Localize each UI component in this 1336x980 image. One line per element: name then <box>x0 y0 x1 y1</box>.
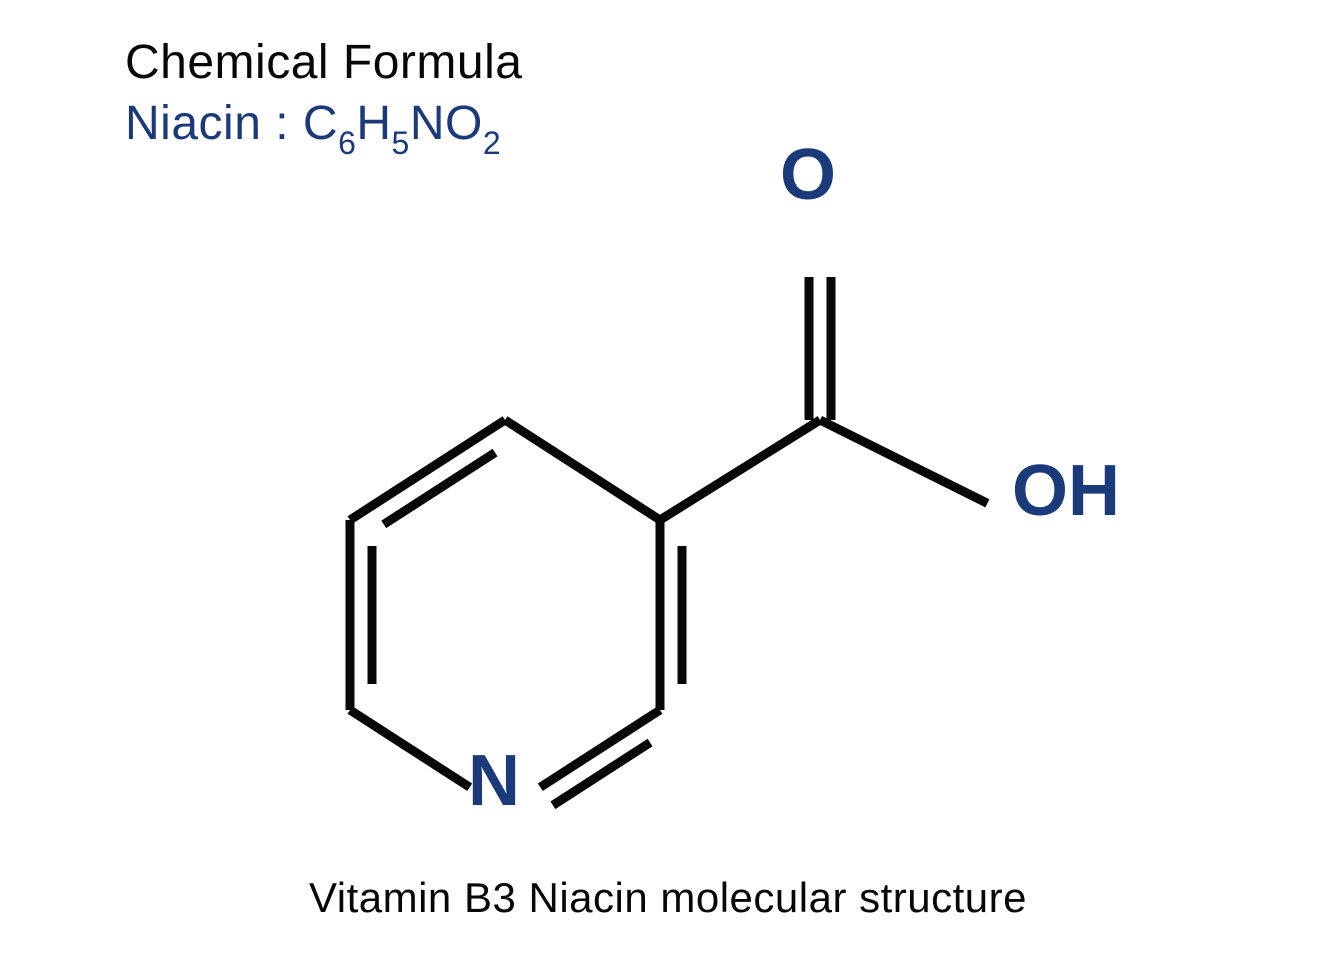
atom-label-n: N <box>468 740 520 822</box>
formula-separator: : <box>275 97 303 150</box>
molecular-structure-diagram: NOOH <box>180 150 1180 870</box>
atom-label-o: O <box>780 134 836 216</box>
compound-name: Niacin <box>125 97 261 150</box>
header: Chemical Formula Niacin : C6H5NO2 <box>125 35 522 158</box>
title: Chemical Formula <box>125 35 522 90</box>
caption: Vitamin B3 Niacin molecular structure <box>0 874 1336 922</box>
formula: Niacin : C6H5NO2 <box>125 96 522 158</box>
atom-label-oh: OH <box>1012 450 1120 532</box>
formula-text: C6H5NO2 <box>303 97 501 150</box>
